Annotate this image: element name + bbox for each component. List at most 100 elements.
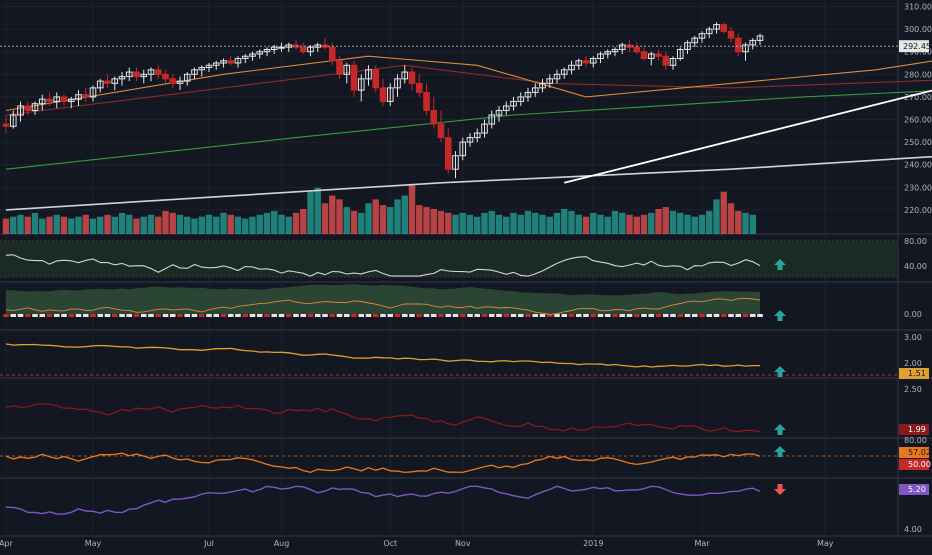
- osc-bar: [39, 314, 46, 317]
- candle-body: [655, 53, 662, 57]
- candle-body: [249, 53, 256, 57]
- candle-body: [705, 28, 713, 35]
- volume-bar: [713, 199, 720, 234]
- osc-bar: [459, 314, 466, 317]
- volume-bar: [372, 199, 379, 234]
- y-tick-label: 290.00: [904, 48, 932, 57]
- candle-body: [169, 78, 177, 84]
- osc-bar: [10, 314, 17, 317]
- osc-bar: [46, 314, 53, 317]
- osc-bar: [525, 314, 531, 317]
- volume-bar: [329, 195, 336, 234]
- osc-bar: [590, 314, 597, 317]
- candle-body: [742, 44, 749, 53]
- volume-bar: [118, 212, 126, 234]
- osc-bar: [554, 314, 560, 317]
- candle-body: [133, 71, 140, 78]
- volume-bar: [735, 210, 742, 234]
- volume-bar: [263, 212, 271, 234]
- osc-bar: [662, 314, 669, 317]
- candle-body: [531, 87, 539, 93]
- candle-body: [125, 71, 133, 78]
- volume-bar: [365, 203, 372, 234]
- candle-body: [452, 155, 459, 170]
- x-tick-label: Oct: [383, 539, 397, 548]
- volume-bar: [379, 205, 387, 234]
- candle-body: [575, 60, 583, 66]
- volume-bar: [285, 216, 292, 234]
- volume-bar: [604, 216, 611, 234]
- volume-bar: [278, 214, 285, 234]
- candle-body: [633, 46, 641, 53]
- volume-bar: [198, 216, 205, 234]
- osc-bar: [61, 314, 67, 317]
- candle-body: [415, 82, 423, 93]
- volume-bar: [662, 207, 669, 234]
- volume-bar: [10, 216, 17, 234]
- osc-bar: [430, 314, 437, 317]
- osc-bar: [177, 314, 183, 317]
- volume-bar: [17, 214, 24, 234]
- osc-bar: [97, 314, 104, 317]
- osc-bar: [329, 314, 336, 317]
- volume-bar: [423, 207, 430, 234]
- candle-body: [357, 78, 365, 91]
- osc-bar: [235, 314, 241, 317]
- osc-bar: [481, 314, 488, 317]
- volume-bar: [698, 214, 706, 234]
- osc-bar: [539, 314, 546, 317]
- osc-bar: [242, 314, 249, 317]
- osc-bar: [713, 314, 720, 317]
- trendline[interactable]: [564, 34, 932, 184]
- candle-body: [444, 137, 452, 170]
- candle-body: [365, 69, 372, 80]
- volume-bar: [517, 214, 524, 234]
- orange-value-badge: [899, 447, 929, 458]
- volume-bar: [466, 214, 474, 234]
- osc-bar: [517, 314, 524, 317]
- candle-body: [386, 87, 394, 102]
- candle-body: [401, 71, 409, 80]
- candle-body: [510, 100, 517, 107]
- arrow-up-icon: [774, 310, 786, 321]
- volume-bar: [590, 212, 597, 234]
- volume-bar: [234, 216, 242, 234]
- volume-bar: [155, 216, 162, 234]
- volume-bar: [546, 216, 553, 234]
- volume-bar: [539, 214, 546, 234]
- y-tick-label: 300.00: [904, 25, 932, 34]
- osc-bar: [213, 314, 220, 317]
- candle-body: [662, 55, 670, 66]
- candle-body: [191, 69, 198, 75]
- candle-body: [299, 46, 307, 53]
- last-price-label: 292.45: [903, 42, 931, 51]
- osc-bar: [119, 314, 125, 317]
- osc-bar: [162, 314, 169, 317]
- osc-bar: [75, 314, 82, 317]
- osc-bar: [191, 314, 198, 317]
- candle-body: [430, 109, 438, 125]
- candle-body: [104, 80, 111, 84]
- x-tick-label: Aug: [274, 539, 290, 548]
- volume-bar: [648, 212, 655, 234]
- osc-bar: [24, 314, 31, 317]
- candle-body: [241, 55, 249, 60]
- volume-bar: [510, 212, 517, 234]
- osc-bar: [684, 314, 691, 317]
- osc-bar: [314, 314, 321, 317]
- osc-bar: [372, 314, 379, 317]
- candle-body: [307, 46, 314, 53]
- osc-bar: [467, 314, 473, 317]
- candle-body: [669, 58, 677, 66]
- volume-bar: [213, 216, 220, 234]
- candle-body: [618, 44, 626, 50]
- volume-bar: [503, 216, 510, 234]
- candle-body: [502, 105, 510, 111]
- volume-bar: [256, 214, 263, 234]
- osc-bar: [561, 314, 568, 317]
- osc-bar: [53, 314, 60, 317]
- osc-bar: [169, 314, 176, 317]
- volume-bar: [720, 191, 727, 234]
- candle-body: [423, 91, 430, 111]
